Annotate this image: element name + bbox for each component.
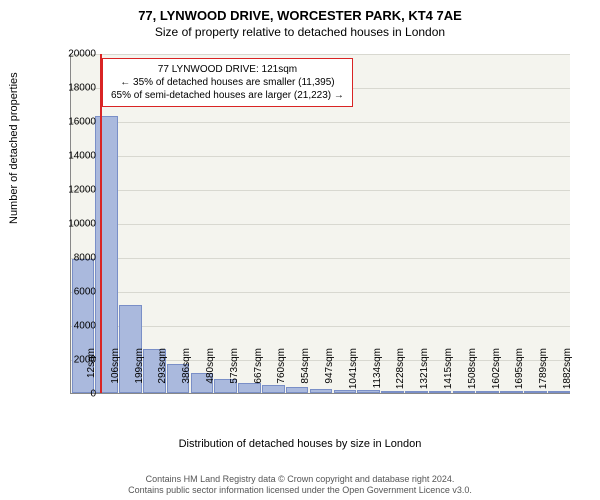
chart-title-block: 77, LYNWOOD DRIVE, WORCESTER PARK, KT4 7… bbox=[0, 0, 600, 39]
x-tick-label: 1882sqm bbox=[562, 348, 573, 398]
annotation-line1: 77 LYNWOOD DRIVE: 121sqm bbox=[111, 63, 344, 76]
x-tick-label: 386sqm bbox=[181, 348, 192, 398]
x-tick-label: 199sqm bbox=[134, 348, 145, 398]
grid-line bbox=[71, 292, 570, 293]
grid-line bbox=[71, 224, 570, 225]
y-tick-label: 8000 bbox=[36, 253, 96, 264]
y-tick-label: 20000 bbox=[36, 49, 96, 60]
x-tick-label: 947sqm bbox=[324, 348, 335, 398]
annotation-box: 77 LYNWOOD DRIVE: 121sqm ← 35% of detach… bbox=[102, 58, 353, 107]
grid-line bbox=[71, 190, 570, 191]
y-tick-label: 18000 bbox=[36, 83, 96, 94]
grid-line bbox=[71, 122, 570, 123]
x-tick-label: 667sqm bbox=[253, 348, 264, 398]
chart-title-main: 77, LYNWOOD DRIVE, WORCESTER PARK, KT4 7… bbox=[0, 8, 600, 23]
x-tick-label: 854sqm bbox=[300, 348, 311, 398]
x-tick-label: 1041sqm bbox=[348, 348, 359, 398]
y-tick-label: 16000 bbox=[36, 117, 96, 128]
x-tick-label: 1228sqm bbox=[395, 348, 406, 398]
x-tick-label: 106sqm bbox=[110, 348, 121, 398]
grid-line bbox=[71, 156, 570, 157]
y-tick-label: 14000 bbox=[36, 151, 96, 162]
x-tick-label: 1415sqm bbox=[443, 348, 454, 398]
annotation-line3: 65% of semi-detached houses are larger (… bbox=[111, 89, 344, 102]
chart-footer: Contains HM Land Registry data © Crown c… bbox=[0, 474, 600, 497]
x-tick-label: 12sqm bbox=[86, 348, 97, 398]
x-tick-label: 1321sqm bbox=[419, 348, 430, 398]
x-tick-label: 1602sqm bbox=[491, 348, 502, 398]
y-tick-label: 4000 bbox=[36, 321, 96, 332]
grid-line bbox=[71, 326, 570, 327]
x-tick-label: 1508sqm bbox=[467, 348, 478, 398]
x-tick-label: 1789sqm bbox=[538, 348, 549, 398]
x-tick-label: 480sqm bbox=[205, 348, 216, 398]
x-axis-label: Distribution of detached houses by size … bbox=[0, 438, 600, 450]
annotation-line2: ← 35% of detached houses are smaller (11… bbox=[111, 76, 344, 89]
footer-line2: Contains public sector information licen… bbox=[0, 485, 600, 496]
y-axis-label: Number of detached properties bbox=[8, 72, 20, 224]
y-tick-label: 12000 bbox=[36, 185, 96, 196]
grid-line bbox=[71, 258, 570, 259]
chart-title-sub: Size of property relative to detached ho… bbox=[0, 25, 600, 39]
grid-line bbox=[71, 54, 570, 55]
footer-line1: Contains HM Land Registry data © Crown c… bbox=[0, 474, 600, 485]
x-tick-label: 573sqm bbox=[229, 348, 240, 398]
x-tick-label: 760sqm bbox=[276, 348, 287, 398]
y-tick-label: 10000 bbox=[36, 219, 96, 230]
x-tick-label: 293sqm bbox=[157, 348, 168, 398]
y-tick-label: 6000 bbox=[36, 287, 96, 298]
x-tick-label: 1134sqm bbox=[372, 348, 383, 398]
x-tick-label: 1695sqm bbox=[514, 348, 525, 398]
